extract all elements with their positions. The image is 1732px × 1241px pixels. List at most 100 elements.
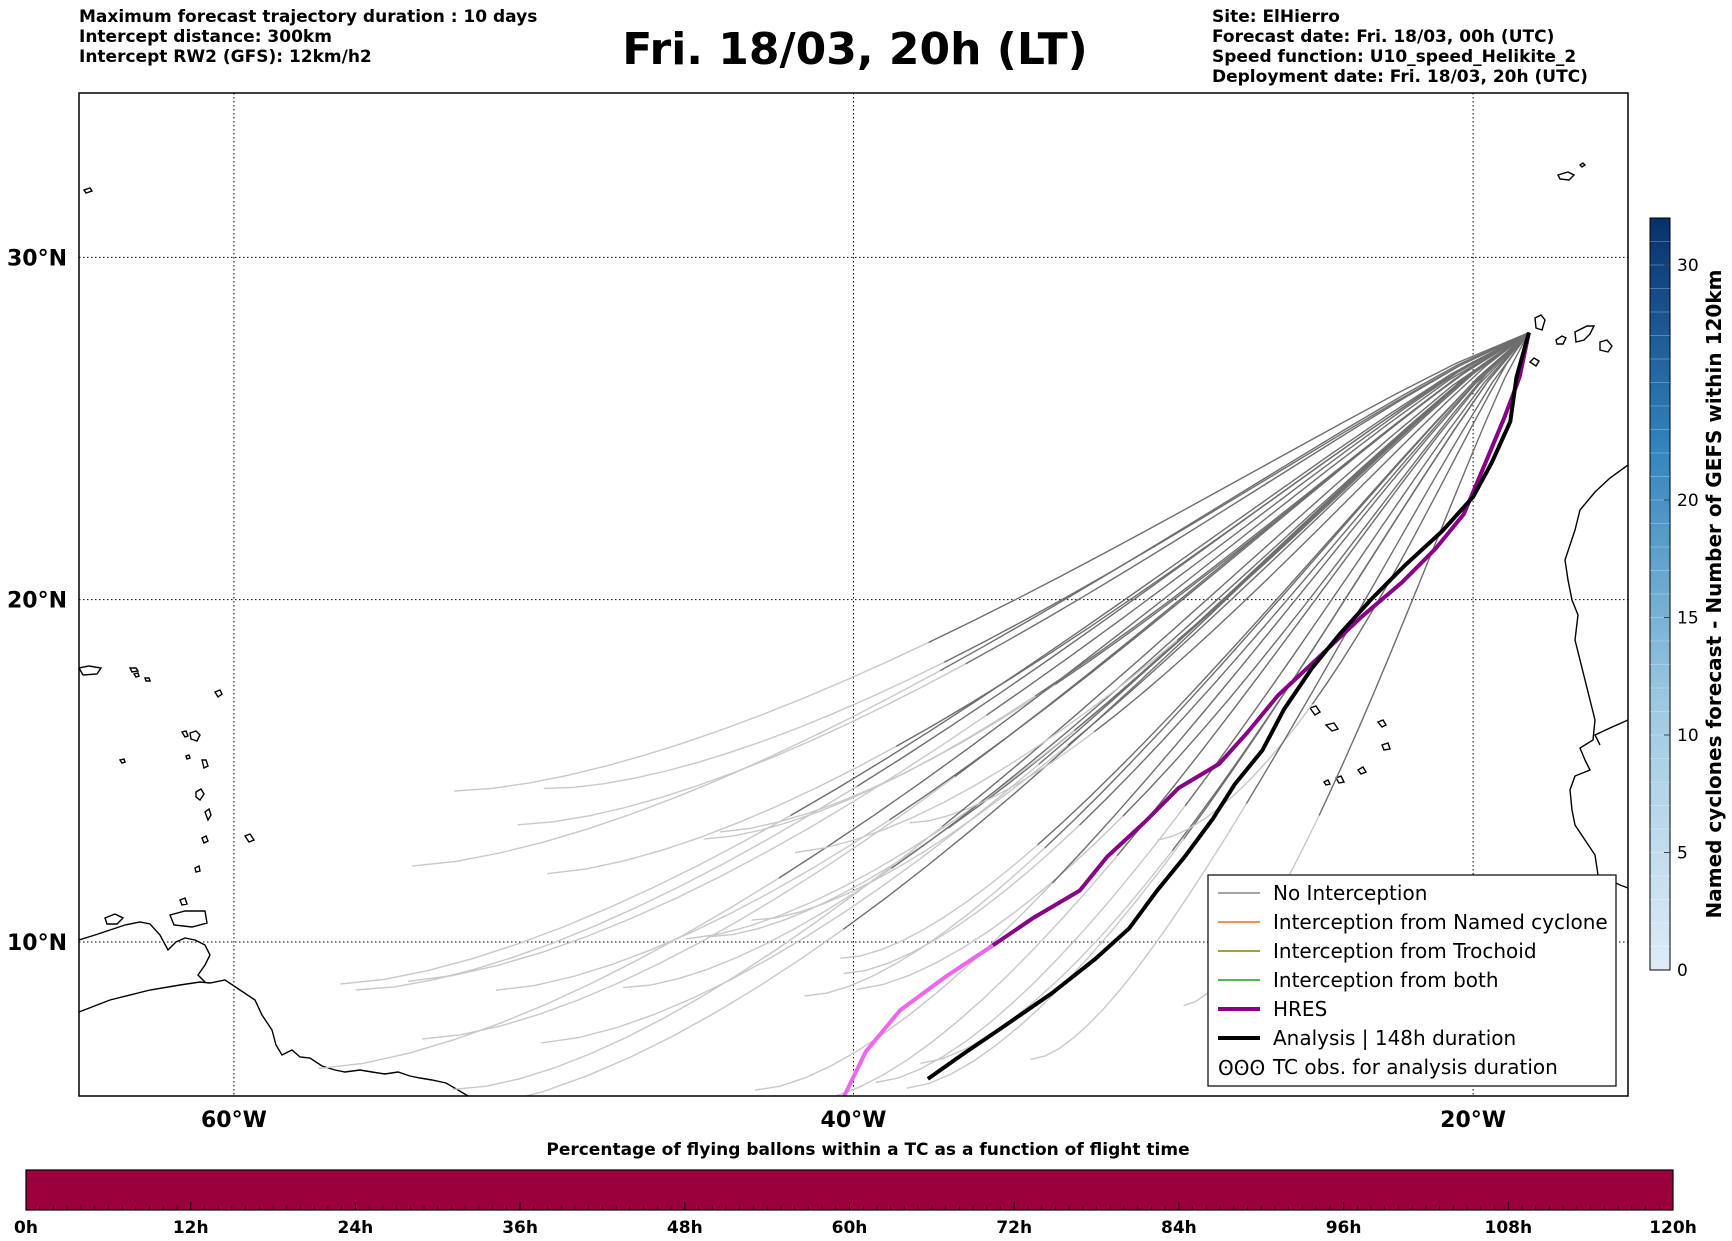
ensemble-trajectory-late <box>541 763 1040 1044</box>
ensemble-trajectory-late <box>804 847 1046 997</box>
time-bar-tick-label: 24h <box>338 1218 374 1238</box>
ensemble-trajectory-late <box>840 844 1039 959</box>
colorbar-tick-label: 10 <box>1677 726 1699 746</box>
ensemble-trajectory-late <box>454 641 929 792</box>
ensemble-trajectory <box>1078 332 1530 826</box>
ensemble-trajectory <box>1122 332 1530 817</box>
ensemble-trajectory <box>1184 332 1530 807</box>
ensemble-trajectory-late <box>875 805 1186 1084</box>
ensemble-trajectory-late <box>719 683 1056 833</box>
ensemble-trajectory <box>1037 332 1530 846</box>
trajectories <box>318 331 1531 1096</box>
lon-tick-label: 60°W <box>201 1108 267 1133</box>
legend-label: TC obs. for analysis duration <box>1272 1055 1558 1079</box>
colorbar-tick-label: 20 <box>1677 491 1699 511</box>
ensemble-trajectory-late <box>412 670 941 867</box>
ensemble-trajectory-late <box>707 827 949 938</box>
time-bar-tick-label: 0h <box>14 1218 38 1238</box>
time-bar-tick-label: 48h <box>667 1218 703 1238</box>
ensemble-trajectory <box>986 331 1530 716</box>
ensemble-trajectory <box>1116 332 1530 857</box>
ensemble-trajectory <box>790 331 1530 817</box>
canary-islands <box>1528 314 1613 367</box>
ensemble-trajectory <box>1093 332 1530 733</box>
time-bar: Percentage of flying ballons within a TC… <box>14 1140 1697 1238</box>
ensemble-trajectory-late <box>523 928 844 1096</box>
ensemble-trajectory-late <box>920 850 1173 1065</box>
legend-label: Interception from both <box>1273 968 1499 992</box>
ensemble-trajectory-late <box>794 639 1178 854</box>
venezuela-coast <box>79 921 211 983</box>
ensemble-trajectory <box>965 331 1530 665</box>
time-bar-tick-label: 84h <box>1161 1218 1197 1238</box>
colorbar-tick-label: 15 <box>1677 609 1699 629</box>
deployment-date-text: Deployment date: Fri. 18/03, 20h (UTC) <box>1212 67 1588 87</box>
cape-verde-islands <box>1308 705 1391 786</box>
ensemble-trajectory <box>1067 332 1530 746</box>
lon-tick-label: 20°W <box>1440 1108 1506 1133</box>
intercept-rw2-text: Intercept RW2 (GFS): 12km/h2 <box>79 47 372 67</box>
ensemble-trajectory <box>939 331 1530 672</box>
max-duration-text: Maximum forecast trajectory duration : 1… <box>79 7 538 27</box>
colorbar-tick-label: 0 <box>1677 961 1688 981</box>
ensemble-trajectory <box>1038 332 1530 765</box>
ensemble-trajectory-late <box>1157 703 1313 841</box>
tc-obs-symbol: ʘʘʘ <box>1218 1056 1265 1080</box>
ensemble-trajectory-late <box>452 825 943 1091</box>
page-title: Fri. 18/03, 20h (LT) <box>622 24 1088 75</box>
ensemble-trajectory-late <box>754 882 1053 1091</box>
ensemble-trajectory <box>1054 332 1530 685</box>
ensemble-trajectory-late <box>408 714 987 982</box>
ensemble-trajectory-late <box>856 815 1124 991</box>
ensemble-trajectory-late <box>751 744 1069 921</box>
ensemble-trajectory-late <box>906 838 1185 1089</box>
south-america-coast <box>79 979 469 1096</box>
ensemble-trajectory-late <box>547 745 897 875</box>
cape-verde-coast <box>1594 719 1628 746</box>
ensemble-trajectory <box>1176 332 1530 641</box>
time-bar-tick-label: 60h <box>832 1218 868 1238</box>
ensemble-trajectory-late <box>422 776 956 1040</box>
analysis-trajectory <box>926 332 1531 1081</box>
forecast-date-text: Forecast date: Fri. 18/03, 00h (UTC) <box>1212 27 1555 47</box>
ensemble-trajectory-late <box>909 731 1095 824</box>
colorbar-gradient <box>1649 217 1671 971</box>
ensemble-trajectory-late <box>495 819 890 991</box>
site-text: Site: ElHierro <box>1212 7 1340 27</box>
map-frame <box>78 92 1629 1097</box>
ensemble-trajectory-late <box>543 661 945 790</box>
legend-label: Analysis | 148h duration <box>1273 1026 1516 1050</box>
ensemble-trajectory <box>1245 332 1530 805</box>
axis-tick-labels: 30°N 20°N 10°N 60°W 40°W 20°W <box>7 246 1506 1133</box>
site-parameters: Site: ElHierro Forecast date: Fri. 18/03… <box>1212 7 1588 87</box>
colorbar-tick-label: 5 <box>1677 844 1688 864</box>
forecast-parameters: Maximum forecast trajectory duration : 1… <box>79 7 537 67</box>
lat-tick-label: 10°N <box>7 931 67 956</box>
legend-label: HRES <box>1273 997 1327 1021</box>
colorbar-title: Named cyclones forecast - Number of GEFS… <box>1702 270 1726 919</box>
ensemble-trajectory-late <box>355 785 858 991</box>
colorbar-tick-label: 30 <box>1677 256 1699 276</box>
ensemble-trajectory <box>778 331 1530 879</box>
madeira-island <box>1557 162 1587 181</box>
legend-label: No Interception <box>1273 881 1427 905</box>
ensemble-trajectory-late <box>1030 803 1247 1061</box>
ensemble-trajectory-late <box>340 814 791 985</box>
ensemble-trajectory-late <box>843 824 1080 975</box>
ensemble-trajectory <box>1051 332 1530 884</box>
antilles-islands <box>104 672 256 928</box>
legend-label: Interception from Named cyclone <box>1273 910 1608 934</box>
ensemble-trajectory-late <box>622 867 892 989</box>
ensemble-trajectory <box>928 331 1530 644</box>
time-bar-tick-label: 96h <box>1326 1218 1362 1238</box>
legend-label: Interception from Trochoid <box>1273 939 1537 963</box>
hres-trajectory-late <box>842 943 995 1096</box>
ensemble-trajectory-late <box>318 877 780 1070</box>
intercept-distance-text: Intercept distance: 300km <box>79 27 332 47</box>
lat-tick-label: 20°N <box>7 589 67 614</box>
hres-trajectory <box>991 332 1531 948</box>
time-bar-tick-label: 72h <box>996 1218 1032 1238</box>
time-bar-tick-label: 108h <box>1485 1218 1533 1238</box>
